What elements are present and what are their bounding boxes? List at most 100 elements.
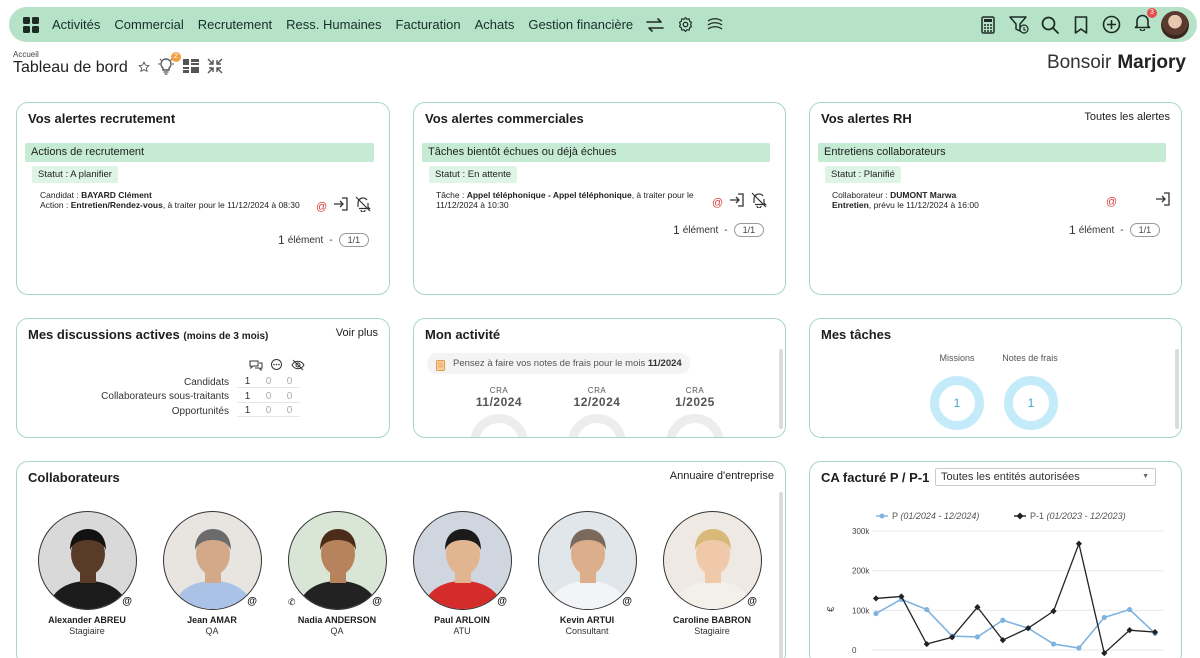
star-icon[interactable] xyxy=(138,60,150,78)
collaborator-card[interactable]: @ Alexander ABREU Stagiaire xyxy=(32,511,142,636)
menu-item-ress-humaines[interactable]: Ress. Humaines xyxy=(286,17,382,32)
revenue-line-chart: 300k 200k 100k 0 € P (01/2024 - 12/2024) P-1 (… xyxy=(826,511,1163,657)
search-icon[interactable] xyxy=(1034,7,1065,42)
entity-select[interactable]: Toutes les entités autorisées ▼ xyxy=(935,468,1156,486)
lightbulb-icon[interactable]: 2 xyxy=(156,52,181,81)
at-icon[interactable]: @ xyxy=(712,196,724,209)
alert-details[interactable]: Tâche : Appel téléphonique - Appel télép… xyxy=(436,190,694,210)
filter-icon[interactable] xyxy=(1003,7,1034,42)
collaborator-card[interactable]: @ Caroline BABRON Stagiaire xyxy=(657,511,767,636)
gear-icon[interactable] xyxy=(670,7,700,42)
apps-grid-icon[interactable] xyxy=(23,16,39,33)
layout-icon[interactable] xyxy=(182,58,200,79)
legend-item[interactable]: P (01/2024 - 12/2024) xyxy=(876,511,979,521)
legend-label: P-1 (01/2023 - 12/2023) xyxy=(1030,511,1126,521)
collaborator-name: Jean AMAR xyxy=(187,615,237,625)
collaborator-photo[interactable] xyxy=(537,511,637,610)
table-row[interactable]: Candidats 1 0 0 xyxy=(97,375,300,390)
email-icon[interactable]: @ xyxy=(747,596,757,607)
data-point xyxy=(1025,625,1032,632)
menu-item-gestion-financiere[interactable]: Gestion financière xyxy=(528,17,634,32)
revenue-chart-card: CA facturé P / P-1 Toutes les entités au… xyxy=(809,461,1182,658)
section-header[interactable]: Actions de recrutement xyxy=(25,143,374,162)
see-more-link[interactable]: Voir plus xyxy=(335,327,378,339)
collaborator-role: QA xyxy=(330,626,344,636)
calculator-icon[interactable] xyxy=(972,7,1003,42)
menu-item-facturation[interactable]: Facturation xyxy=(395,17,461,32)
login-icon[interactable] xyxy=(729,193,745,212)
card-title: Mes discussions actives (moins de 3 mois… xyxy=(28,327,269,342)
transfer-icon[interactable] xyxy=(640,7,670,42)
commercial-alerts-card: Vos alertes commerciales Tâches bientôt … xyxy=(413,102,786,295)
menu-item-activites[interactable]: Activités xyxy=(52,17,101,32)
login-icon[interactable] xyxy=(333,197,349,216)
collaborator-photo[interactable] xyxy=(287,511,387,610)
card-title: Mes tâches xyxy=(821,327,892,342)
collaborator-name: Alexander ABREU xyxy=(48,615,126,625)
collaborator-role: Consultant xyxy=(565,626,609,636)
y-axis-label: € xyxy=(826,606,837,612)
cra-period[interactable]: CRA 12/2024 xyxy=(573,386,621,409)
collaborator-card[interactable]: @ Paul ARLOIN ATU xyxy=(407,511,517,636)
all-alerts-link[interactable]: Toutes les alertes xyxy=(1084,111,1170,123)
alert-details[interactable]: Candidat : BAYARD Clément Action : Entre… xyxy=(40,190,300,210)
bookmark-icon[interactable] xyxy=(1065,7,1096,42)
menu-item-commercial[interactable]: Commercial xyxy=(114,17,184,32)
breadcrumb[interactable]: Accueil xyxy=(13,50,39,59)
collaborator-name: Caroline BABRON xyxy=(672,615,751,625)
collaborator-photo[interactable] xyxy=(662,511,762,610)
collaborator-card[interactable]: @ ✆ Nadia ANDERSON QA xyxy=(282,511,392,636)
menu-item-recrutement[interactable]: Recrutement xyxy=(197,17,273,32)
email-icon[interactable]: @ xyxy=(122,596,132,607)
alert-details[interactable]: Collaborateur : DUMONT Marwa Entretien, … xyxy=(832,190,979,210)
menu-item-achats[interactable]: Achats xyxy=(474,17,515,32)
alert-actions: @ xyxy=(1100,192,1171,211)
activity-card: Mon activité Pensez à faire vos notes de… xyxy=(413,318,786,438)
task-expense-notes[interactable]: Notes de frais xyxy=(1002,353,1058,363)
scrollbar[interactable] xyxy=(779,349,783,429)
collapse-icon[interactable] xyxy=(206,57,224,80)
expense-notice[interactable]: Pensez à faire vos notes de frais pour l… xyxy=(427,353,690,374)
company-directory-link[interactable]: Annuaire d'entreprise xyxy=(669,470,774,482)
expense-notes-donut[interactable]: 1 xyxy=(1004,376,1058,430)
phone-icon[interactable]: ✆ xyxy=(288,597,296,607)
missions-donut[interactable]: 1 xyxy=(930,376,984,430)
cra-period[interactable]: CRA 11/2024 xyxy=(475,386,523,409)
pager[interactable]: 1/1 xyxy=(733,223,765,237)
email-icon[interactable]: @ xyxy=(497,596,507,607)
collaborator-card[interactable]: @ Kevin ARTUI Consultant xyxy=(532,511,642,636)
bell-icon[interactable]: 3 xyxy=(1127,7,1158,42)
add-icon[interactable] xyxy=(1096,7,1127,42)
pager[interactable]: 1/1 xyxy=(1129,223,1161,237)
collaborator-photo[interactable] xyxy=(37,511,137,610)
task-missions[interactable]: Missions xyxy=(939,353,975,363)
legend-item[interactable]: P-1 (01/2023 - 12/2023) xyxy=(1014,511,1126,521)
collaborator-photo[interactable] xyxy=(412,511,512,610)
collaborator-card[interactable]: @ Jean AMAR QA xyxy=(157,511,267,636)
at-icon[interactable]: @ xyxy=(316,200,328,213)
login-icon[interactable] xyxy=(1155,192,1171,211)
table-row[interactable]: Opportunités 1 0 0 xyxy=(97,404,300,419)
wave-icon[interactable] xyxy=(700,7,730,42)
email-icon[interactable]: @ xyxy=(247,596,257,607)
notification-count-badge: 3 xyxy=(1147,8,1157,18)
data-point xyxy=(1076,645,1082,651)
discussion-type-icons xyxy=(245,358,308,376)
bell-off-icon[interactable] xyxy=(355,196,372,217)
card-title: Vos alertes recrutement xyxy=(28,111,176,126)
section-header[interactable]: Entretiens collaborateurs xyxy=(818,143,1166,162)
user-avatar[interactable] xyxy=(1161,10,1189,39)
cra-period[interactable]: CRA 1/2025 xyxy=(675,386,715,409)
top-navbar: Activités Commercial Recrutement Ress. H… xyxy=(9,7,1197,42)
scrollbar[interactable] xyxy=(1175,349,1179,429)
at-icon[interactable]: @ xyxy=(1106,195,1118,208)
scrollbar[interactable] xyxy=(779,492,783,658)
section-header[interactable]: Tâches bientôt échues ou déjà échues xyxy=(422,143,770,162)
pager[interactable]: 1/1 xyxy=(338,233,370,247)
card-subtitle: (moins de 3 mois) xyxy=(183,331,269,342)
email-icon[interactable]: @ xyxy=(622,596,632,607)
table-row[interactable]: Collaborateurs sous-traitants 1 0 0 xyxy=(97,390,300,405)
email-icon[interactable]: @ xyxy=(372,596,382,607)
collaborator-photo[interactable] xyxy=(162,511,262,610)
bell-off-icon[interactable] xyxy=(751,192,768,213)
